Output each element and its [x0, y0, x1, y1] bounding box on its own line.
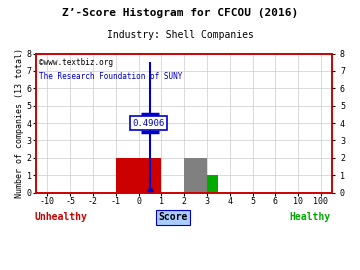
Y-axis label: Number of companies (13 total): Number of companies (13 total) [15, 48, 24, 198]
Text: Score: Score [158, 212, 188, 222]
Text: Z’-Score Histogram for CFCOU (2016): Z’-Score Histogram for CFCOU (2016) [62, 8, 298, 18]
Text: Healthy: Healthy [289, 212, 330, 222]
Text: Industry: Shell Companies: Industry: Shell Companies [107, 30, 253, 40]
Text: Unhealthy: Unhealthy [35, 212, 87, 222]
Bar [116, 158, 161, 193]
Text: 0.4906: 0.4906 [132, 119, 165, 127]
Bar [207, 175, 219, 193]
Text: The Research Foundation of SUNY: The Research Foundation of SUNY [39, 72, 182, 81]
Text: ©www.textbiz.org: ©www.textbiz.org [39, 58, 113, 67]
Bar [184, 158, 207, 193]
